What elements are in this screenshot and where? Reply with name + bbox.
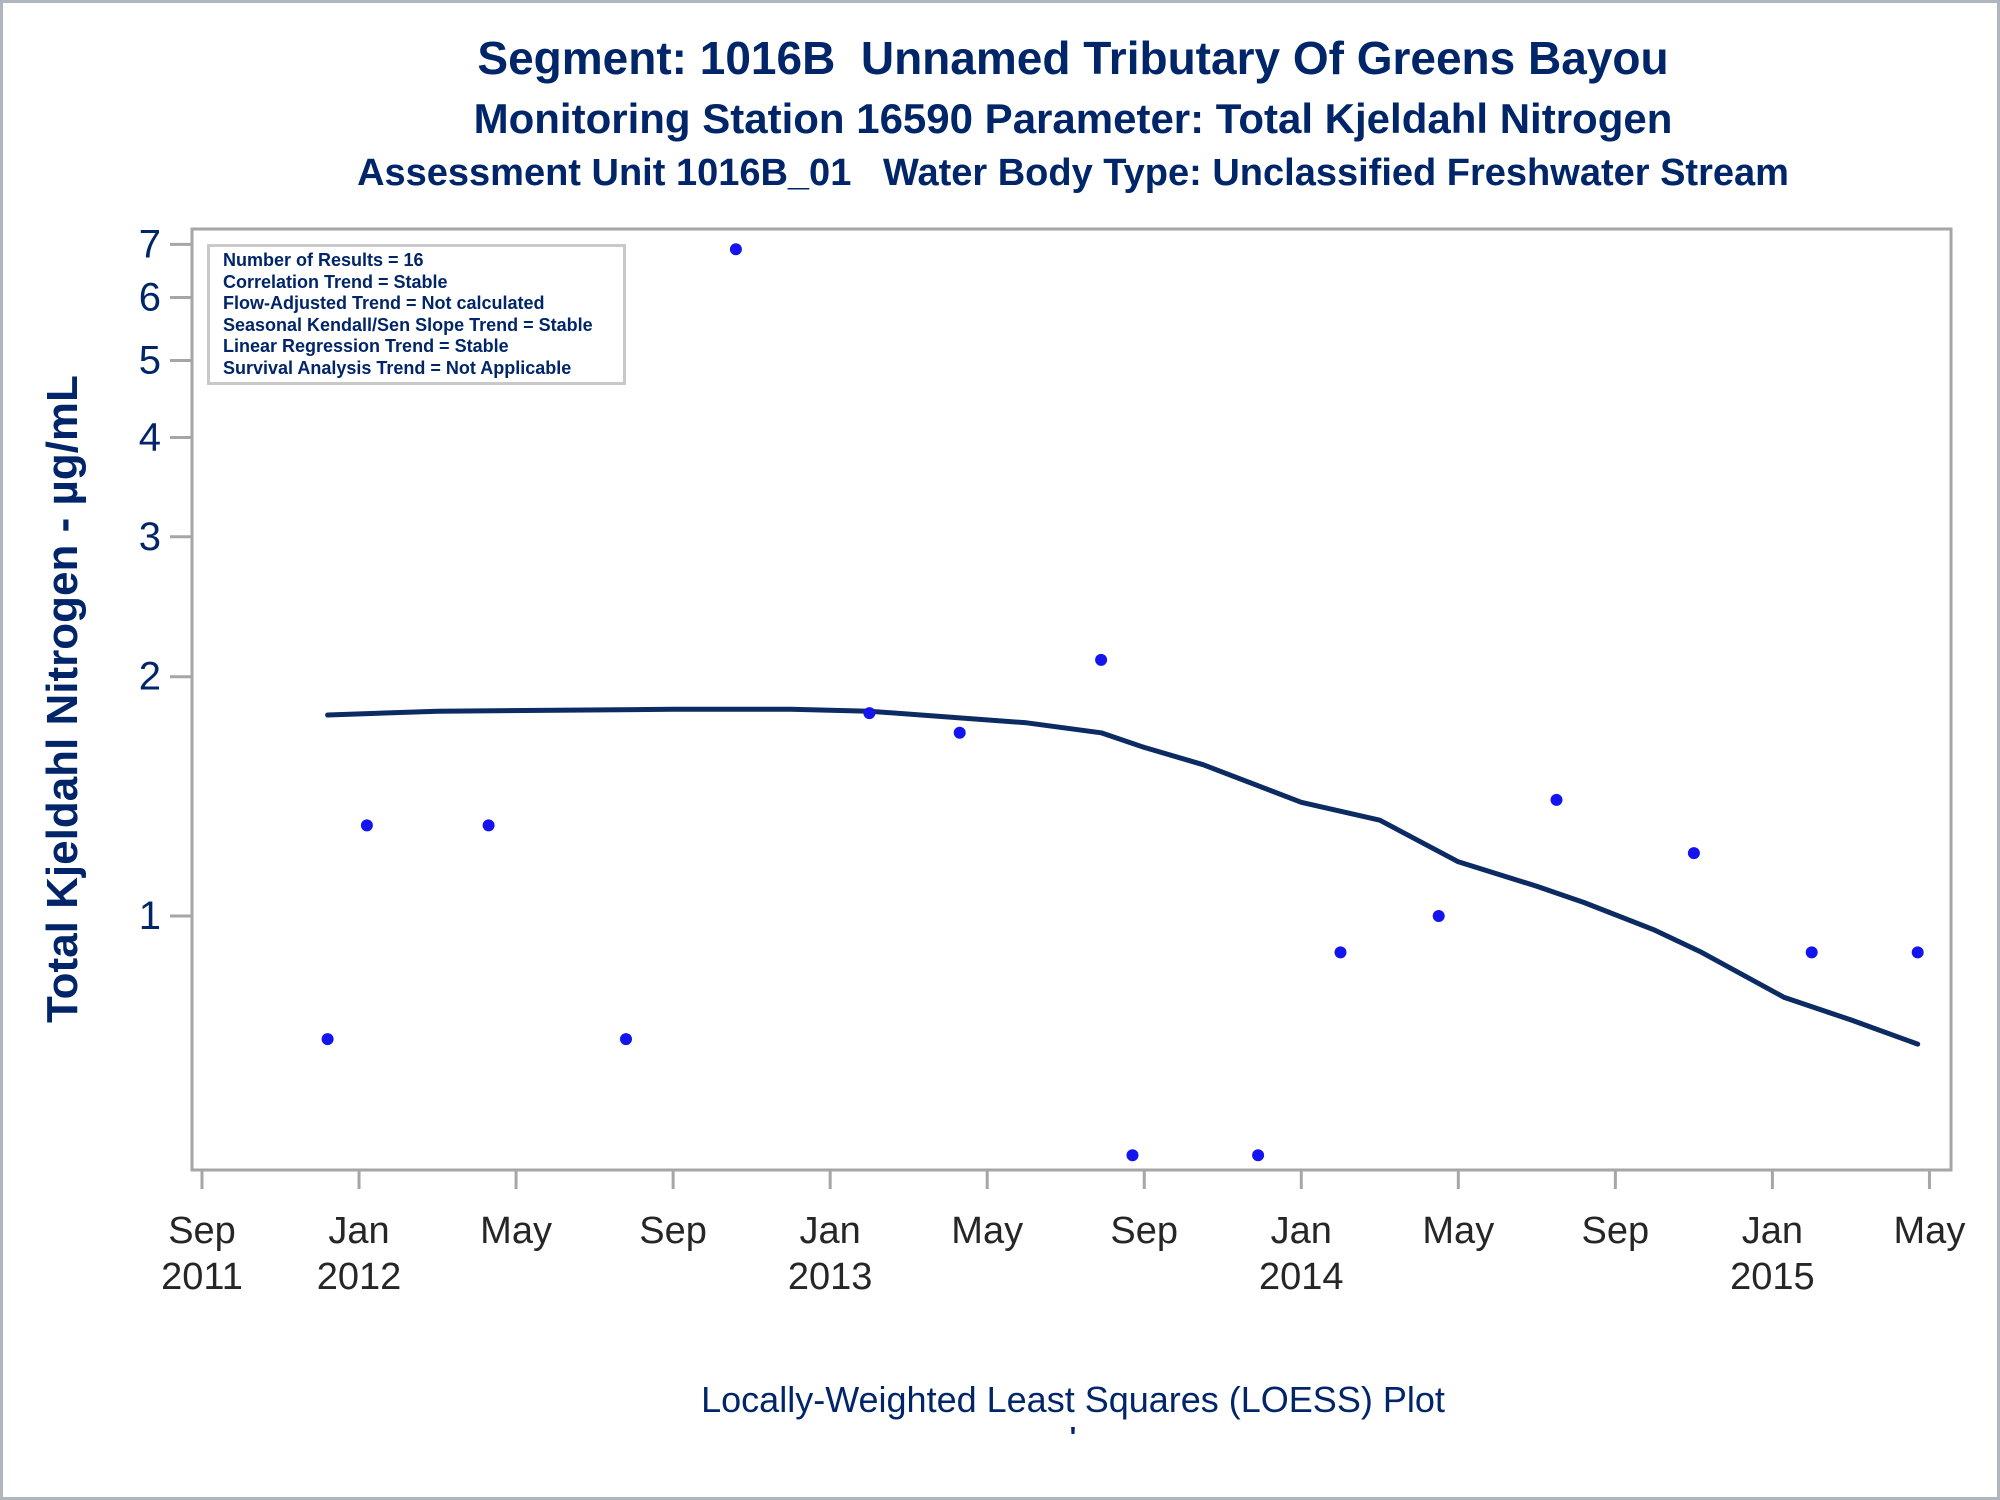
data-point — [1805, 946, 1818, 959]
x-axis-tick-label: Sep — [168, 1210, 236, 1252]
data-point — [1334, 946, 1347, 959]
footnote: Locally-Weighted Least Squares (LOESS) P… — [701, 1379, 1445, 1420]
data-point — [321, 1033, 334, 1046]
x-axis-tick-year-label: 2011 — [161, 1256, 243, 1298]
x-axis-tick-year-label: 2012 — [317, 1256, 402, 1298]
data-point — [1252, 1149, 1265, 1162]
inset-line-survival-analysis-trend: Survival Analysis Trend = Not Applicable — [223, 357, 572, 378]
data-point — [863, 707, 876, 720]
x-axis-tick-label: Jan — [1271, 1210, 1332, 1252]
data-point — [729, 243, 742, 256]
inset-line-seasonal-kendall-trend: Seasonal Kendall/Sen Slope Trend = Stabl… — [223, 314, 593, 335]
data-point — [1126, 1149, 1139, 1162]
y-axis-tick-label: 4 — [139, 415, 161, 459]
loess-line — [325, 706, 1921, 1047]
x-axis-tick-label: May — [480, 1210, 552, 1252]
title-block: Segment: 1016B Unnamed Tributary Of Gree… — [143, 3, 1997, 195]
data-point — [620, 1033, 632, 1046]
x-axis-tick-label: Jan — [1742, 1210, 1803, 1252]
data-point — [1911, 946, 1924, 959]
inset-line-correlation-trend: Correlation Trend = Stable — [223, 271, 448, 292]
x-axis-tick-year-label: 2015 — [1730, 1256, 1815, 1298]
data-point — [1550, 793, 1563, 806]
x-axis-tick-label: Jan — [800, 1210, 861, 1252]
inset-line-linear-regression-trend: Linear Regression Trend = Stable — [223, 336, 509, 356]
y-axis-tick-label: 6 — [139, 276, 161, 320]
y-axis-tick-label: 7 — [139, 222, 161, 266]
plot-frame — [190, 227, 1953, 1172]
data-point — [953, 726, 966, 739]
y-axis-tick-label: 2 — [139, 655, 161, 699]
x-axis-tick-year-label: 2014 — [1259, 1256, 1344, 1298]
data-point — [482, 819, 495, 832]
chart-subtitle: Monitoring Station 16590 Parameter: Tota… — [473, 95, 1673, 142]
y-axis-tick-label: 5 — [139, 338, 161, 382]
x-axis-tick-label: May — [1422, 1210, 1494, 1252]
inset-line-number-of-results: Number of Results = 16 — [223, 250, 424, 270]
y-axis-tick-label: 3 — [139, 515, 161, 559]
stats-inset-box: Number of Results = 16 Correlation Trend… — [207, 244, 626, 385]
inset-line-flow-adjusted-trend: Flow-Adjusted Trend = Not calculated — [223, 293, 545, 313]
x-axis-tick-label: Jan — [328, 1210, 389, 1252]
chart-title: Segment: 1016B Unnamed Tributary Of Gree… — [477, 32, 1669, 84]
x-axis-tick-year-label: 2013 — [788, 1256, 873, 1298]
data-point — [360, 819, 373, 832]
x-axis-tick-label: May — [1894, 1210, 1966, 1252]
chart-subtitle2: Assessment Unit 1016B_01 Water Body Type… — [357, 152, 1789, 194]
x-axis-tick-label: Sep — [1110, 1210, 1178, 1252]
data-point — [1687, 847, 1700, 860]
x-axis-tick-label: Sep — [639, 1210, 707, 1252]
x-axis-tick-label: Sep — [1582, 1210, 1650, 1252]
y-axis-tick-label: 1 — [139, 894, 161, 938]
x-axis-tick-label: May — [951, 1210, 1023, 1252]
data-point — [1095, 653, 1108, 666]
footnote-mark: ' — [1069, 1421, 1077, 1452]
data-point — [1432, 910, 1445, 922]
